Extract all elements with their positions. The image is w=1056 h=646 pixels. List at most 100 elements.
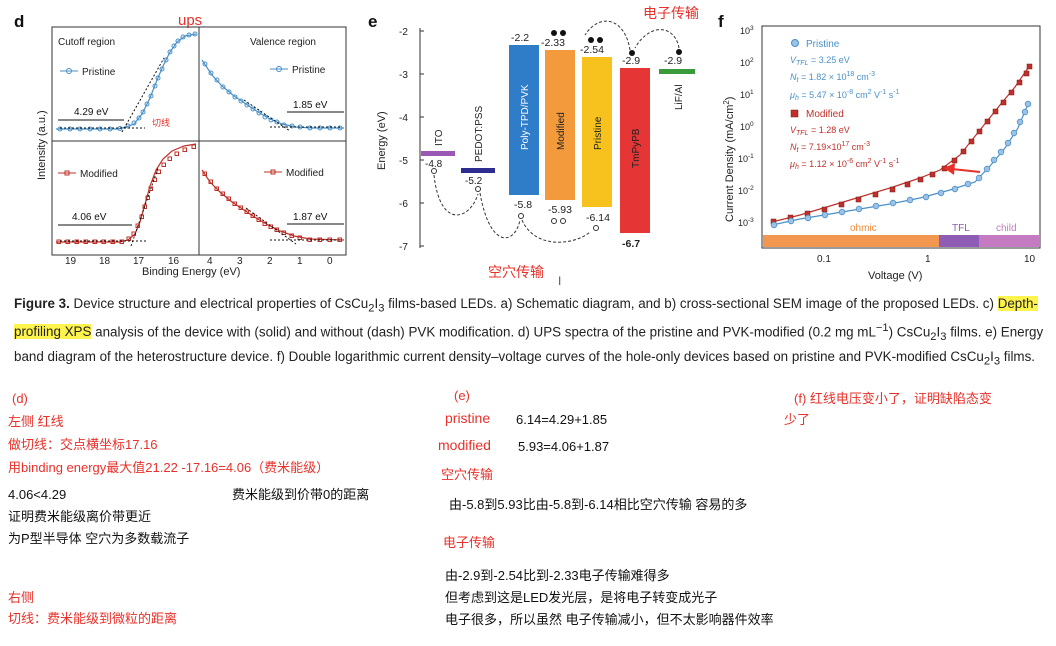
legend-modified-label-f: Modified: [806, 109, 844, 120]
panel-f-xlabel: Voltage (V): [868, 270, 922, 282]
note-binding-energy: 用binding energy最大值21.22 -17.16=4.06（费米能级…: [8, 460, 330, 475]
d-right-tick-3: 1: [297, 256, 303, 267]
panel-e-ylabel: Energy (eV): [376, 111, 388, 170]
band-ito-level: -4.8: [425, 159, 443, 170]
pedot-hole-dot: [475, 186, 481, 192]
band-tmpypb-name: TmPyPB: [631, 128, 642, 168]
pristine-electron-dot-2: [597, 37, 603, 43]
vtfl-shift-arrow-head: [944, 163, 955, 175]
panel-d-frame-bottom-left: [51, 140, 200, 256]
note-right-cut: 切线：费米能级到微粒的距离: [8, 611, 178, 626]
pristine-hole-dot: [593, 225, 599, 231]
d-left-tick-2: 17: [133, 256, 145, 267]
legend-modified-label-d2: Modified: [286, 168, 324, 179]
legend-modified-marker-d1: [64, 170, 70, 176]
panel-f-letter: f: [718, 12, 724, 31]
band-lif-al: [659, 69, 695, 74]
pristine-jv-markers: [770, 100, 1032, 229]
caption-part3: analysis of the device with (solid) and …: [91, 324, 876, 340]
legend-pristine-marker-d2: [276, 66, 282, 72]
ups-annotation: ups: [178, 12, 202, 29]
caption-sup: −1: [875, 321, 889, 334]
caption-sub: 3: [993, 355, 1001, 368]
note-f-line-1: (f) 红线电压变小了，证明缺陷态变: [794, 391, 992, 406]
e-ytick-4: -6: [399, 199, 408, 210]
f-xtick-2: 10: [1024, 254, 1036, 265]
caption-label: Figure 3.: [14, 296, 70, 311]
modified-cutoff-value: 4.06 eV: [72, 212, 107, 223]
lif-al-electron-dot: [676, 49, 682, 55]
panel-f: f ohmic TFL child Pristine VTFL = 3.25 e…: [718, 12, 1041, 282]
modified-nt: Nt = 7.19×1017 cm-3: [790, 141, 870, 154]
legend-pristine-label-d1: Pristine: [82, 67, 116, 78]
tmpypb-electron-dot: [629, 50, 635, 56]
f-ytick-6: 10-3: [738, 217, 754, 228]
pristine-cutoff-value: 4.29 eV: [74, 107, 109, 118]
panel-e-letter: e: [368, 12, 377, 31]
band-tmpypb: [620, 68, 650, 233]
caption-part4b: I: [936, 324, 941, 340]
e-ytick-0: -2: [399, 27, 408, 38]
f-xtick-0: 0.1: [817, 254, 831, 265]
band-ito-name: ITO: [434, 129, 445, 146]
band-modified-bottom: -5.93: [548, 204, 572, 216]
figure-3-panels: d ups Cutoff region Valence region 4.29 …: [14, 5, 1041, 288]
pristine-nt: Nt = 1.82 × 1018 cm-3: [790, 71, 875, 84]
panel-f-ylabel: Current Density (mA/cm2): [722, 97, 736, 222]
caption-sub: 3: [378, 302, 385, 315]
band-poly-tpd-name: Poly-TPD/PVK: [520, 84, 531, 150]
pristine-valence-tangent: [243, 99, 291, 132]
region-tfl-bar: [939, 235, 979, 247]
panel-d-left-ticks: 19 18 17 16: [65, 256, 180, 267]
hole-transport-annotation: 空穴传输: [488, 264, 544, 280]
band-poly-tpd-bottom: -5.8: [514, 199, 532, 211]
caption-sub: 2: [930, 330, 937, 343]
vtfl-shift-arrow-line: [951, 168, 981, 173]
panel-d-xlabel: Binding Energy (eV): [142, 266, 240, 278]
hole-arrow-3: [521, 219, 591, 243]
d-left-tick-3: 16: [168, 256, 180, 267]
band-poly-tpd-top: -2.2: [511, 32, 529, 44]
modified-hole-dot-2: [560, 218, 566, 224]
region-tfl-label: TFL: [952, 223, 970, 234]
note-pristine-label: pristine: [445, 410, 491, 426]
caption-part5: films. e) Energy band diagram of the het…: [14, 324, 1044, 364]
note-right-side: 右侧: [8, 590, 35, 605]
caption-sub: 2: [368, 302, 375, 315]
e-ytick-3: -5: [399, 156, 408, 167]
band-lif-al-name: LiF/Al: [674, 84, 685, 110]
modified-hole-dot-1: [551, 218, 557, 224]
panel-d: d ups Cutoff region Valence region 4.29 …: [14, 12, 347, 278]
caption-part6: films.: [1000, 348, 1035, 364]
region-child-bar: [979, 235, 1039, 247]
panel-f-xticks: 0.1 1 10: [817, 254, 1036, 265]
d-right-tick-2: 2: [267, 256, 273, 267]
note-modified-eq: 5.93=4.06+1.87: [518, 439, 610, 454]
band-ito: [421, 151, 455, 156]
band-pedot-name: PEDOT:PSS: [474, 106, 485, 162]
band-tmpypb-top: -2.9: [622, 55, 640, 67]
panel-d-letter: d: [14, 12, 24, 31]
pristine-mobility: μh = 5.47 × 10-8 cm2 V-1 s-1: [789, 89, 900, 102]
note-hole-text: 由-5.8到5.93比由-5.8到-6.14相比空穴传输 容易的多: [449, 497, 748, 512]
band-poly-tpd: [509, 45, 539, 195]
note-proof-2: 为P型半导体 空穴为多数载流子: [8, 531, 190, 546]
panel-e-yticks: -2 -3 -4 -5 -6 -7: [399, 27, 424, 253]
note-pristine-eq: 6.14=4.29+1.85: [516, 412, 608, 427]
electron-arrow-1: [634, 29, 680, 49]
caption-part2: films-based LEDs. a) Schematic diagram, …: [384, 296, 998, 311]
caption-part5b: I: [990, 348, 994, 364]
hole-arrow-2: [479, 192, 521, 239]
note-cut-line: 做切线：交点横坐标17.16: [8, 437, 158, 452]
note-left-side: 左侧 红线: [8, 414, 64, 429]
modified-electron-dot-2: [560, 30, 566, 36]
legend-pristine-marker-d1: [66, 68, 72, 74]
panel-f-yticks: 103 102 101 100 10-1 10-2 10-3: [738, 25, 754, 228]
note-hole-title: 空穴传输: [441, 467, 494, 482]
panel-e: e 电子传输 空穴传输 Energy (eV) -2 -3 -4 -5 -6 -…: [368, 5, 699, 288]
e-ytick-2: -4: [399, 113, 408, 124]
d-right-tick-0: 4: [207, 256, 213, 267]
caption-sub: 3: [940, 330, 947, 343]
modified-jv-markers: [770, 63, 1033, 225]
legend-pristine-label-f: Pristine: [806, 39, 840, 50]
